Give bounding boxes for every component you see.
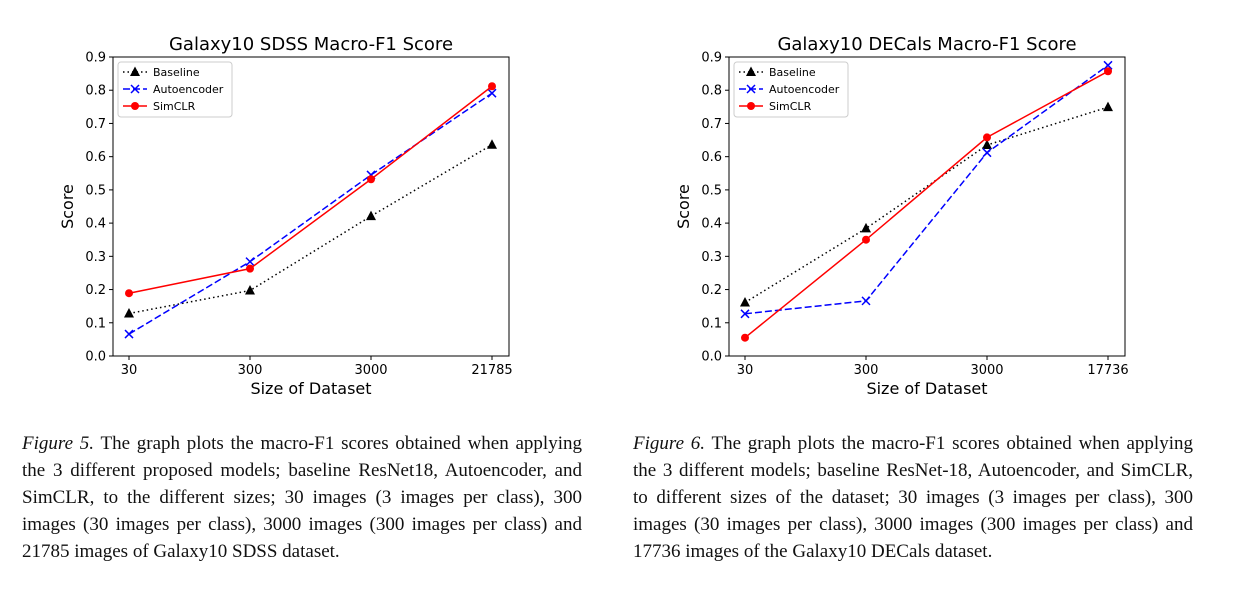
y-tick-label: 0.3 xyxy=(85,250,106,265)
data-point-baseline xyxy=(982,139,992,150)
plot-frame xyxy=(728,56,1126,357)
plot-frame xyxy=(112,56,510,357)
caption-text: The graph plots the macro-F1 scores obta… xyxy=(633,433,1193,562)
chart-title: Galaxy10 SDSS Macro-F1 Score xyxy=(169,34,453,55)
legend-marker-simclr xyxy=(131,102,139,110)
y-tick-label: 0.1 xyxy=(85,316,106,331)
data-point-baseline xyxy=(245,285,255,295)
y-tick-label: 0.3 xyxy=(701,250,722,265)
series-line-baseline xyxy=(128,144,493,315)
data-point-autoencoder xyxy=(245,257,255,267)
data-point-baseline xyxy=(124,307,134,318)
data-point-baseline xyxy=(740,297,750,307)
y-tick-label: 0.4 xyxy=(85,217,106,232)
series-line-simclr xyxy=(128,85,493,294)
caption-label: Figure 5. xyxy=(22,433,95,454)
y-tick-label: 0.8 xyxy=(85,84,106,99)
figure-6-caption: Figure 6. The graph plots the macro-F1 s… xyxy=(633,430,1193,565)
data-point-simclr xyxy=(367,175,375,184)
data-point-simclr xyxy=(488,82,496,91)
data-point-simclr xyxy=(862,235,870,244)
y-tick-label: 0.1 xyxy=(701,316,722,331)
data-point-autoencoder xyxy=(740,309,750,319)
data-point-simclr xyxy=(125,289,133,298)
y-tick-label: 0.8 xyxy=(701,84,722,99)
chart-title: Galaxy10 DECals Macro-F1 Score xyxy=(777,34,1076,55)
y-tick-label: 0.2 xyxy=(85,283,106,298)
series-autoencoder xyxy=(740,60,1113,319)
caption-label: Figure 6. xyxy=(633,433,706,454)
legend-label-autoencoder: Autoencoder xyxy=(153,83,224,96)
data-point-baseline xyxy=(861,222,871,233)
y-tick-label: 0.6 xyxy=(85,150,106,165)
series-autoencoder xyxy=(124,88,497,339)
data-point-baseline xyxy=(366,210,376,221)
series-line-baseline xyxy=(744,106,1109,304)
series-line-autoencoder xyxy=(128,92,493,335)
caption-text: The graph plots the macro-F1 scores obta… xyxy=(22,433,582,562)
data-point-autoencoder xyxy=(487,88,497,98)
data-point-baseline xyxy=(1103,101,1113,112)
series-line-simclr xyxy=(744,70,1109,339)
x-tick-label: 300 xyxy=(854,363,879,378)
x-tick-label: 30 xyxy=(737,363,754,378)
x-axis-label: Size of Dataset xyxy=(250,379,371,398)
legend-marker-baseline xyxy=(746,66,756,76)
y-tick-label: 0.9 xyxy=(701,51,722,66)
y-axis-label: Score xyxy=(674,184,693,229)
legend: Baseline Autoencoder SimCLR xyxy=(117,61,233,118)
x-axis-label: Size of Dataset xyxy=(866,379,987,398)
x-tick-label: 21785 xyxy=(471,363,512,378)
y-tick-label: 0.7 xyxy=(701,117,722,132)
y-tick-label: 0.5 xyxy=(701,183,722,198)
data-point-autoencoder xyxy=(1103,60,1113,70)
figure-5-panel: Galaxy10 SDSS Macro-F1 Score 0.0 0.1 0.2 0.3… xyxy=(0,0,616,602)
data-point-baseline xyxy=(487,139,497,149)
series-baseline xyxy=(124,139,497,318)
legend-label-simclr: SimCLR xyxy=(153,100,196,113)
y-tick-label: 0.2 xyxy=(701,283,722,298)
y-tick-label: 0.0 xyxy=(701,350,722,365)
legend-marker-autoencoder xyxy=(130,84,140,94)
legend-label-simclr: SimCLR xyxy=(769,100,812,113)
x-tick-label: 30 xyxy=(121,363,138,378)
y-tick-label: 0.9 xyxy=(85,51,106,66)
legend-marker-simclr xyxy=(747,102,755,110)
data-point-simclr xyxy=(741,333,749,342)
y-axis-label: Score xyxy=(58,184,77,229)
data-point-autoencoder xyxy=(861,296,871,306)
x-tick-label: 3000 xyxy=(354,363,387,378)
legend-box xyxy=(733,61,849,118)
legend-label-autoencoder: Autoencoder xyxy=(769,83,840,96)
series-line-autoencoder xyxy=(744,64,1109,315)
legend-marker-autoencoder xyxy=(746,84,756,94)
x-tick-label: 300 xyxy=(238,363,263,378)
legend-box xyxy=(117,61,233,118)
y-tick-label: 0.5 xyxy=(85,183,106,198)
legend-marker-baseline xyxy=(130,66,140,76)
data-point-simclr xyxy=(246,264,254,273)
series-simclr xyxy=(125,82,496,298)
data-point-autoencoder xyxy=(124,329,134,339)
y-tick-label: 0.7 xyxy=(85,117,106,132)
y-tick-label: 0.0 xyxy=(85,350,106,365)
legend: Baseline Autoencoder SimCLR xyxy=(733,61,849,118)
y-tick-label: 0.6 xyxy=(701,150,722,165)
series-simclr xyxy=(741,67,1112,342)
data-point-autoencoder xyxy=(982,148,992,158)
y-tick-label: 0.4 xyxy=(701,217,722,232)
legend-label-baseline: Baseline xyxy=(153,66,200,79)
figure-5-caption: Figure 5. The graph plots the macro-F1 s… xyxy=(22,430,582,565)
sdss-f1-chart: Galaxy10 SDSS Macro-F1 Score 0.0 0.1 0.2 0.3… xyxy=(58,34,513,398)
series-baseline xyxy=(740,101,1113,307)
legend-label-baseline: Baseline xyxy=(769,66,816,79)
data-point-simclr xyxy=(1104,67,1112,76)
x-tick-label: 3000 xyxy=(970,363,1003,378)
x-tick-label: 17736 xyxy=(1087,363,1128,378)
figure-6-panel: Galaxy10 DECals Macro-F1 Score 0.0 0.1 0.2 0… xyxy=(616,0,1232,602)
data-point-simclr xyxy=(983,133,991,142)
decals-f1-chart: Galaxy10 DECals Macro-F1 Score 0.0 0.1 0.2 0… xyxy=(674,34,1129,398)
